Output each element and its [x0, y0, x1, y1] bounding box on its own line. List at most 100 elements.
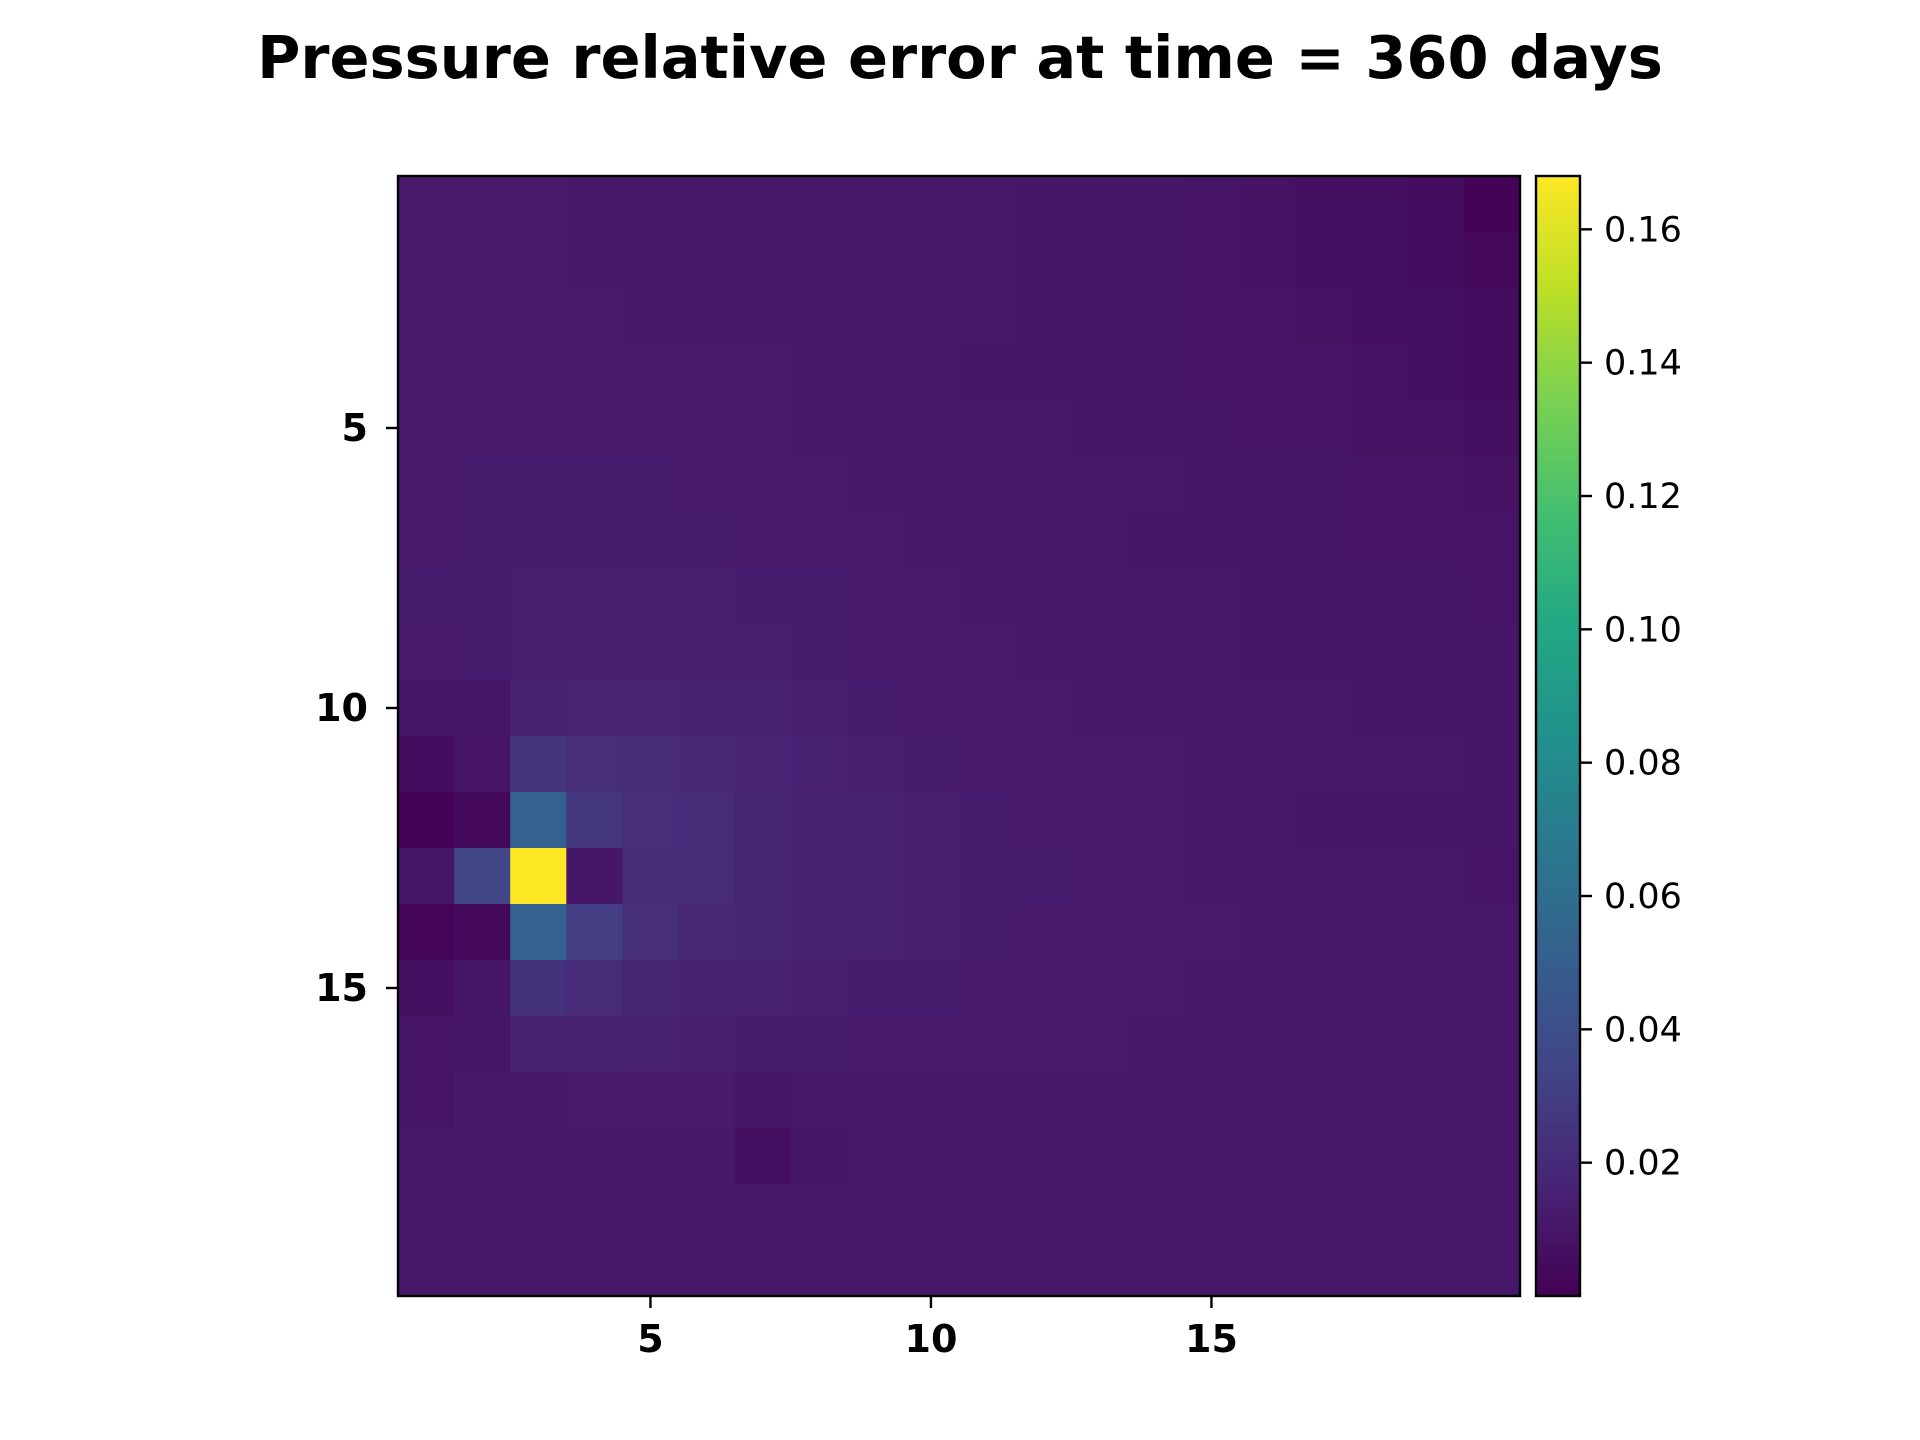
- heatmap-cell: [1351, 792, 1409, 849]
- heatmap-cell: [566, 400, 623, 457]
- heatmap-cell: [566, 904, 623, 961]
- heatmap-cell: [1295, 568, 1353, 625]
- y-tick-label: 5: [342, 406, 368, 450]
- heatmap-cell: [1015, 624, 1072, 681]
- heatmap-cell: [1463, 680, 1521, 737]
- heatmap-cell: [566, 1128, 623, 1185]
- heatmap-cell: [1407, 624, 1465, 681]
- heatmap-cell: [1351, 624, 1409, 681]
- heatmap-cell: [1127, 1240, 1184, 1297]
- heatmap-cell: [1239, 1240, 1297, 1297]
- heatmap-cell: [1183, 1184, 1241, 1241]
- heatmap-cell: [959, 792, 1016, 849]
- heatmap-cell: [846, 344, 904, 401]
- x-tick-label: 5: [637, 1317, 663, 1361]
- heatmap-cell: [566, 1240, 623, 1297]
- heatmap-cell: [398, 960, 455, 1017]
- heatmap-cell: [622, 904, 680, 961]
- heatmap-cell: [734, 400, 792, 457]
- heatmap-cell: [1015, 736, 1072, 793]
- heatmap-cell: [454, 232, 511, 289]
- heatmap-cell: [1183, 624, 1241, 681]
- heatmap-cell: [1463, 1240, 1521, 1297]
- heatmap-cell: [1015, 344, 1072, 401]
- heatmap-cell: [1071, 344, 1128, 401]
- heatmap-cell: [566, 344, 623, 401]
- heatmap-cell: [678, 1072, 736, 1129]
- heatmap-cell: [566, 1016, 623, 1073]
- heatmap-cell: [566, 1184, 623, 1241]
- heatmap-cell: [1015, 848, 1072, 905]
- heatmap-cell: [790, 176, 848, 233]
- heatmap-cell: [1127, 1184, 1184, 1241]
- heatmap-cell: [734, 512, 792, 569]
- heatmap-cell: [566, 792, 623, 849]
- heatmap-cell: [1015, 1184, 1072, 1241]
- heatmap-cell: [959, 176, 1016, 233]
- heatmap-cell: [1183, 1240, 1241, 1297]
- heatmap-cell: [1239, 1072, 1297, 1129]
- heatmap-cell: [1407, 232, 1465, 289]
- colorbar-tick-label: 0.08: [1604, 744, 1682, 784]
- heatmap-cell: [902, 680, 960, 737]
- heatmap-cell: [1015, 1016, 1072, 1073]
- heatmap-cell: [1295, 344, 1353, 401]
- heatmap-cell: [1295, 456, 1353, 513]
- heatmap-cell: [1127, 960, 1184, 1017]
- heatmap-cell: [398, 1184, 455, 1241]
- heatmap-cell: [1127, 848, 1184, 905]
- heatmap-cell: [622, 960, 680, 1017]
- heatmap-cell: [902, 456, 960, 513]
- colorbar-frame: [1534, 174, 1582, 1298]
- heatmap-cell: [1127, 568, 1184, 625]
- heatmap-cell: [622, 848, 680, 905]
- heatmap-cell: [454, 1240, 511, 1297]
- heatmap-cell: [1295, 904, 1353, 961]
- heatmap-cell: [846, 680, 904, 737]
- heatmap-cell: [1295, 1240, 1353, 1297]
- heatmap-cell: [1127, 288, 1184, 345]
- heatmap-cell: [678, 904, 736, 961]
- heatmap-cell: [510, 456, 567, 513]
- heatmap-cell: [1183, 344, 1241, 401]
- axes: 5 10 15 5 10 15: [315, 406, 1238, 1361]
- heatmap-cell: [1463, 176, 1521, 233]
- heatmap-cell: [846, 232, 904, 289]
- heatmap-cell: [566, 680, 623, 737]
- heatmap-cell: [678, 1184, 736, 1241]
- heatmap-cell: [1127, 792, 1184, 849]
- heatmap-cell: [510, 904, 567, 961]
- heatmap-cell: [1463, 512, 1521, 569]
- heatmap-cell: [846, 176, 904, 233]
- heatmap-cell: [734, 1016, 792, 1073]
- heatmap-cell: [510, 1128, 567, 1185]
- heatmap-cell: [678, 1128, 736, 1185]
- heatmap-cell: [734, 456, 792, 513]
- heatmap-cell: [1351, 456, 1409, 513]
- heatmap-cell: [1463, 344, 1521, 401]
- heatmap-cell: [1239, 792, 1297, 849]
- heatmap-cell: [846, 960, 904, 1017]
- heatmap-cell: [510, 568, 567, 625]
- heatmap-cell: [1127, 904, 1184, 961]
- heatmap-cell: [1463, 904, 1521, 961]
- heatmap-cell: [398, 624, 455, 681]
- heatmap-cell: [1351, 1016, 1409, 1073]
- heatmap-cell: [902, 1240, 960, 1297]
- heatmap-cell: [1351, 1072, 1409, 1129]
- heatmap-cell: [510, 1240, 567, 1297]
- heatmap-cell: [510, 736, 567, 793]
- heatmap-cell: [678, 456, 736, 513]
- heatmap-cell: [1463, 456, 1521, 513]
- heatmap-cell: [1015, 1128, 1072, 1185]
- heatmap-cell: [1071, 624, 1128, 681]
- heatmap-cell: [790, 960, 848, 1017]
- heatmap-cell: [510, 792, 567, 849]
- heatmap-cell: [1071, 288, 1128, 345]
- heatmap-cell: [454, 288, 511, 345]
- heatmap-cell: [1015, 1240, 1072, 1297]
- heatmap-cell: [622, 232, 680, 289]
- heatmap-cell: [678, 512, 736, 569]
- heatmap-cell: [454, 624, 511, 681]
- heatmap-cell: [1071, 512, 1128, 569]
